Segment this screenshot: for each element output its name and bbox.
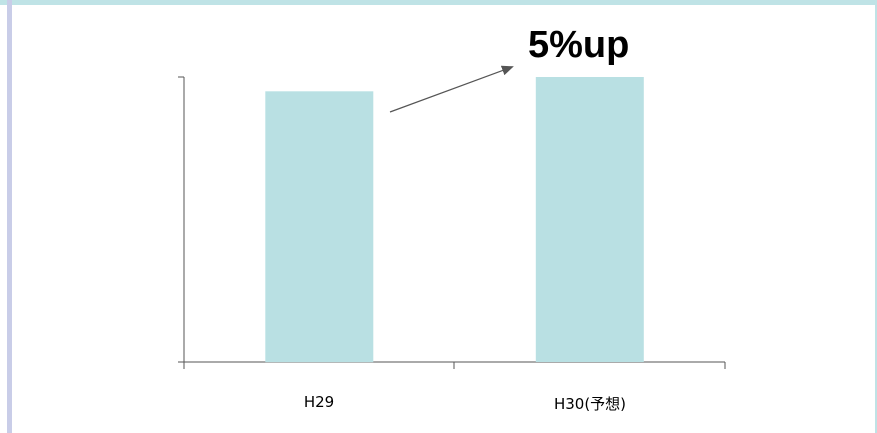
bar-h30 (535, 77, 644, 362)
slide-top-band (0, 0, 877, 5)
growth-arrow (389, 65, 514, 113)
slide-right-border (875, 0, 877, 433)
x-tick-label-h29: H29 (303, 393, 335, 411)
bar-h29 (265, 91, 374, 363)
x-tick-label-h30: H30(予想) (553, 395, 627, 413)
slide-left-stripe (7, 0, 12, 433)
growth-annotation: 5%up (528, 24, 630, 66)
